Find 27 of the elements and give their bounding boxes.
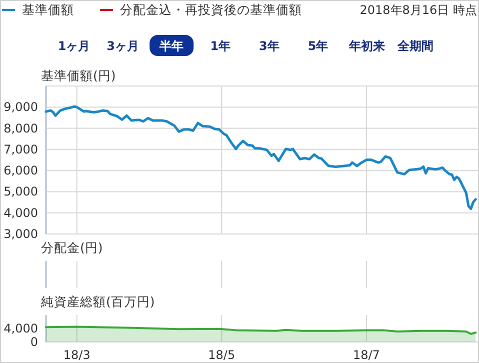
y-tick-label: 8,000 xyxy=(4,121,38,136)
y-tick-label: 5,000 xyxy=(4,184,38,199)
text: 1年 xyxy=(210,39,231,53)
text: 分配金(円) xyxy=(41,240,103,255)
y-tick-label: 6,000 xyxy=(4,164,38,178)
legend-label: 基準価額 xyxy=(22,2,74,17)
text: 3ヶ月 xyxy=(106,39,139,53)
line-series xyxy=(44,105,477,210)
y-tick-label: 4,000 xyxy=(4,206,38,220)
text: 全期間 xyxy=(396,39,434,53)
chart-title: 純資産総額(百万円) xyxy=(41,294,155,309)
text: 2018年8月16日 時点 xyxy=(360,3,477,17)
chart-title: 基準価額(円) xyxy=(41,68,116,83)
text: 5年 xyxy=(308,39,328,53)
x-tick-label: 18/3 xyxy=(63,348,90,362)
text: 半年 xyxy=(158,39,184,53)
text: 年初来 xyxy=(348,39,385,53)
legend-label: 分配金込・再投資後の基準価額 xyxy=(120,2,302,17)
y-tick-label: 9,000 xyxy=(4,100,38,114)
y-tick-label: 3,000 xyxy=(4,227,38,241)
text: 3年 xyxy=(259,39,280,53)
y-tick-label: 7,000 xyxy=(4,142,38,156)
x-tick-label: 18/7 xyxy=(352,348,380,362)
x-tick-label: 18/5 xyxy=(208,348,236,362)
text: 1ヶ月 xyxy=(58,39,90,53)
y-tick-label: 0 xyxy=(30,335,38,349)
y-tick-label: 4,000 xyxy=(4,322,38,336)
